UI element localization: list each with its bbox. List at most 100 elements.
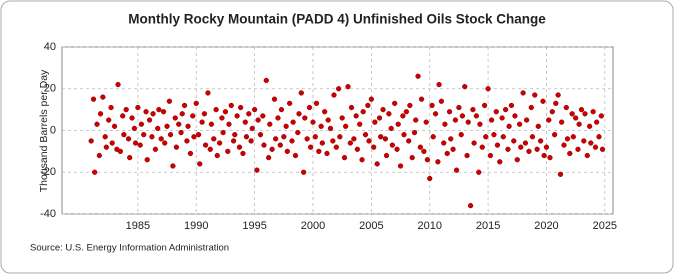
point [581,138,587,144]
point [487,152,494,159]
point [199,119,205,125]
point [353,113,359,119]
point [596,134,602,140]
point [102,134,108,140]
point [395,121,401,127]
point [392,100,398,107]
point [598,113,604,119]
point [197,161,203,167]
y-tick-label: 40 [44,41,56,53]
x-tick-label: 2005 [359,220,383,232]
point [90,96,97,102]
point [226,121,232,127]
y-tick-label: -20 [40,166,56,178]
point [409,154,415,161]
point [477,121,483,127]
point [230,138,237,144]
point [488,117,495,123]
point [401,132,407,138]
point [380,106,386,113]
point [284,148,290,155]
point [339,115,345,121]
point [254,167,260,173]
x-tick-label: 2025 [593,220,617,232]
point [179,111,185,117]
point [442,121,448,127]
point [219,115,225,121]
point [436,81,442,88]
point [430,134,436,140]
point [123,106,129,113]
point [418,96,425,102]
point [243,134,250,140]
point [190,113,196,119]
point [567,150,573,157]
point [518,144,524,150]
point [599,146,606,152]
point [570,134,576,140]
point [120,113,126,119]
point [296,111,302,117]
point [330,138,336,144]
point [523,117,530,123]
point [448,136,454,142]
point [537,138,544,144]
point [96,152,103,159]
point [543,144,550,150]
point [232,132,238,138]
point [255,117,261,123]
point [394,146,400,152]
x-tick-label: 2010 [417,220,441,232]
point [582,111,588,117]
point [532,92,538,98]
point [201,111,208,117]
point [397,163,404,169]
point [575,146,581,152]
point [150,111,156,117]
point [164,123,170,129]
point [318,123,324,129]
point [557,171,564,177]
point [228,102,234,109]
point [236,144,243,150]
point [450,146,456,152]
point [138,121,145,127]
point [374,161,380,167]
point [502,106,509,113]
point [563,104,569,111]
point [470,106,476,113]
point [499,115,505,121]
x-tick-label: 2000 [301,220,325,232]
point [365,102,371,109]
point [415,73,421,79]
point [108,104,114,111]
point [432,111,439,117]
point [371,144,377,150]
point [195,132,202,138]
point [424,157,431,163]
point [313,100,320,107]
point [347,140,353,146]
point [251,106,258,113]
point [207,146,213,152]
point [312,134,318,140]
point [471,140,477,146]
point [551,132,558,138]
point [222,109,229,115]
point [540,98,546,104]
point [376,115,383,121]
point [462,84,468,90]
point [117,148,124,155]
point [406,138,412,144]
point [265,154,272,161]
point [155,125,161,132]
point [483,134,489,140]
point [564,136,571,142]
point [152,146,159,152]
point [505,146,511,152]
point [588,140,594,146]
point [522,140,529,146]
point [411,129,418,136]
point [378,134,384,140]
point [160,109,167,115]
